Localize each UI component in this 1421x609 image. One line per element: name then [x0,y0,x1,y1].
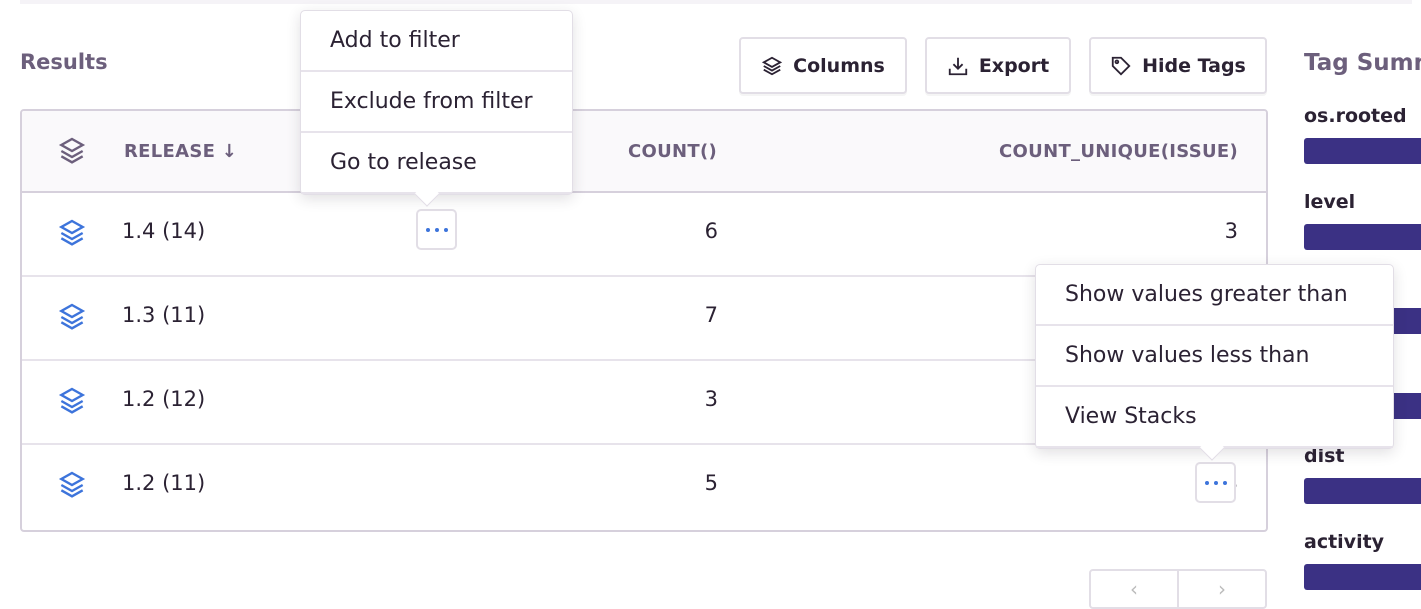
release-stack-icon [58,303,86,330]
count-cell: 7 [704,303,718,327]
export-label: Export [978,54,1050,77]
release-column-header[interactable]: RELEASE ↓ [124,141,237,162]
download-icon [948,57,967,75]
menu-item-add-to-filter[interactable]: Add to filter [301,11,572,72]
tag-label-activity[interactable]: activity [1304,531,1385,553]
tag-distribution-bar[interactable] [1304,478,1421,504]
count-unique-cell-actions-button[interactable] [1195,462,1236,503]
table-row: 1.2 (12) 3 [22,361,1266,445]
table-header: RELEASE ↓ COUNT() COUNT_UNIQUE(ISSUE) [22,111,1266,193]
next-page-button[interactable]: › [1218,577,1226,601]
arrow-down-icon: ↓ [221,141,238,162]
menu-item-exclude-from-filter[interactable]: Exclude from filter [301,72,572,133]
top-bar [20,0,1412,4]
hide-tags-label: Hide Tags [1142,54,1246,77]
tag-distribution-bar[interactable] [1304,224,1421,250]
tag-summary-title: Tag Summary [1304,50,1421,76]
release-cell-actions-button[interactable] [416,209,457,250]
release-stack-icon [58,219,86,246]
count-cell: 5 [704,471,718,495]
value-actions-menu: Show values greater than Show values les… [1035,264,1394,461]
release-actions-menu: Add to filter Exclude from filter Go to … [300,10,573,207]
release-stack-icon [58,471,86,498]
export-button[interactable]: Export [925,37,1071,94]
release-cell[interactable]: 1.2 (11) [122,471,206,495]
table-row: 1.3 (11) 7 [22,277,1266,361]
count-unique-cell: 3 [1224,219,1238,243]
previous-page-button[interactable]: ‹ [1091,571,1179,607]
results-title: Results [20,50,108,74]
tag-label-dist[interactable]: dist [1304,445,1345,467]
results-table: RELEASE ↓ COUNT() COUNT_UNIQUE(ISSUE) 1.… [20,109,1268,532]
hide-tags-button[interactable]: Hide Tags [1089,37,1267,94]
tag-distribution-bar[interactable] [1304,564,1421,590]
count-unique-column-header[interactable]: COUNT_UNIQUE(ISSUE) [999,141,1238,162]
release-cell[interactable]: 1.3 (11) [122,303,206,327]
count-cell: 6 [704,219,718,243]
menu-item-show-greater-than[interactable]: Show values greater than [1036,265,1393,326]
table-row: 1.2 (11) 5 3 [22,445,1266,529]
table-row: 1.4 (14) 6 3 [22,193,1266,277]
count-column-header[interactable]: COUNT() [628,141,718,162]
tag-label-os-rooted[interactable]: os.rooted [1304,105,1407,127]
tag-label-level[interactable]: level [1304,191,1356,213]
columns-label: Columns [793,54,885,77]
release-header-label: RELEASE [124,141,216,162]
release-cell[interactable]: 1.4 (14) [122,219,206,243]
tag-distribution-bar[interactable] [1304,138,1421,164]
pagination: ‹ › [1089,569,1267,609]
menu-item-go-to-release[interactable]: Go to release [301,133,572,194]
count-cell: 3 [704,387,718,411]
stack-icon [58,137,86,164]
columns-button[interactable]: Columns [739,37,907,94]
release-cell[interactable]: 1.2 (12) [122,387,206,411]
stack-icon [762,56,783,75]
menu-item-show-less-than[interactable]: Show values less than [1036,326,1393,387]
tag-icon [1111,56,1131,76]
release-stack-icon [58,387,86,414]
